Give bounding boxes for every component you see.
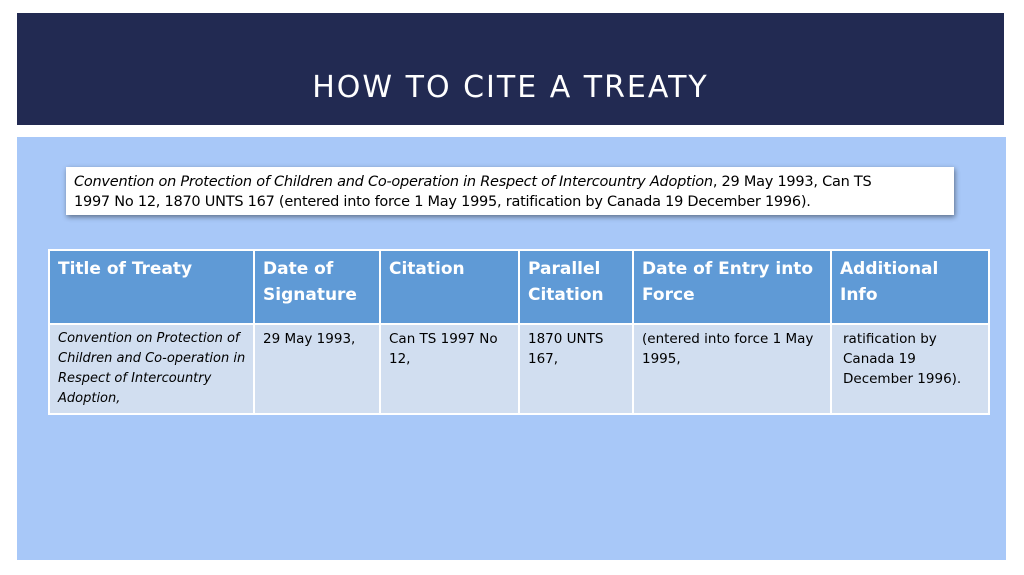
header-parallel-citation: Parallel Citation <box>518 249 634 325</box>
cell-additional-info: ratification by Canada 19 December 1996)… <box>830 323 990 415</box>
cell-date-of-entry-into-force: (entered into force 1 May 1995, <box>632 323 832 415</box>
title-banner: HOW TO CITE A TREATY <box>17 13 1004 125</box>
header-additional-info: Additional Info <box>830 249 990 325</box>
cell-citation: Can TS 1997 No 12, <box>379 323 520 415</box>
citation-details-line2: 1997 No 12, 1870 UNTS 167 (entered into … <box>74 194 811 210</box>
table-row: Convention on Protection of Children and… <box>48 323 990 415</box>
slide-title: HOW TO CITE A TREATY <box>312 70 709 105</box>
citation-details-line1: , 29 May 1993, Can TS <box>712 174 872 190</box>
table-header-row: Title of Treaty Date of Signature Citati… <box>48 249 990 325</box>
header-date-of-entry-into-force: Date of Entry into Force <box>632 249 832 325</box>
cell-date-of-signature: 29 May 1993, <box>253 323 381 415</box>
citation-breakdown-table: Title of Treaty Date of Signature Citati… <box>48 249 990 415</box>
cell-title-of-treaty: Convention on Protection of Children and… <box>48 323 255 415</box>
citation-treaty-title: Convention on Protection of Children and… <box>74 174 713 190</box>
header-date-of-signature: Date of Signature <box>253 249 381 325</box>
header-citation: Citation <box>379 249 520 325</box>
cell-parallel-citation: 1870 UNTS 167, <box>518 323 634 415</box>
citation-example-box: Convention on Protection of Children and… <box>66 167 954 215</box>
header-title-of-treaty: Title of Treaty <box>48 249 255 325</box>
